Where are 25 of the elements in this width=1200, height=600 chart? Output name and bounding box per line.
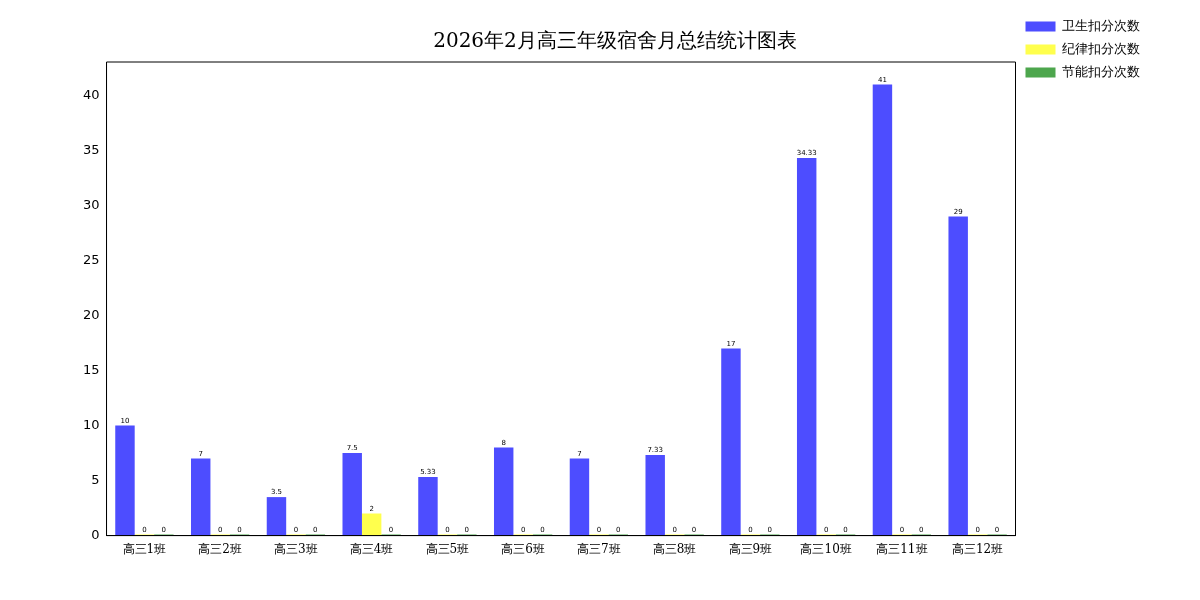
- y-tick-label: 5: [91, 471, 100, 487]
- y-tick-label: 10: [83, 416, 100, 432]
- y-tick-label: 25: [83, 251, 100, 267]
- legend-label: 节能扣分次数: [1062, 63, 1140, 79]
- x-tick-label: 高三8班: [652, 541, 697, 556]
- chart-title: 2026年2月高三年级宿舍月总结统计图表: [433, 28, 797, 53]
- x-tick-label: 高三3班: [274, 541, 318, 556]
- legend-label: 纪律扣分次数: [1062, 40, 1140, 56]
- y-tick-label: 20: [83, 306, 100, 322]
- x-tick-label: 高三2班: [198, 541, 242, 556]
- x-tick-label: 高三5班: [425, 541, 470, 556]
- y-tick-label: 35: [83, 141, 100, 157]
- x-tick-label: 高三7班: [577, 541, 621, 556]
- x-tick-label: 高三1班: [122, 541, 167, 556]
- x-tick-label: 高三4班: [349, 541, 394, 556]
- x-tick-label: 高三6班: [501, 541, 545, 556]
- x-tick-label: 高三10班: [800, 541, 852, 556]
- x-tick-label: 高三12班: [951, 541, 1004, 556]
- x-tick-label: 高三11班: [876, 541, 928, 556]
- y-tick-label: 40: [83, 86, 100, 102]
- x-tick-label: 高三9班: [728, 541, 773, 556]
- legend-label: 卫生扣分次数: [1062, 17, 1140, 33]
- y-tick-label: 30: [83, 196, 100, 212]
- y-tick-label: 0: [91, 526, 100, 542]
- y-tick-label: 15: [83, 361, 100, 377]
